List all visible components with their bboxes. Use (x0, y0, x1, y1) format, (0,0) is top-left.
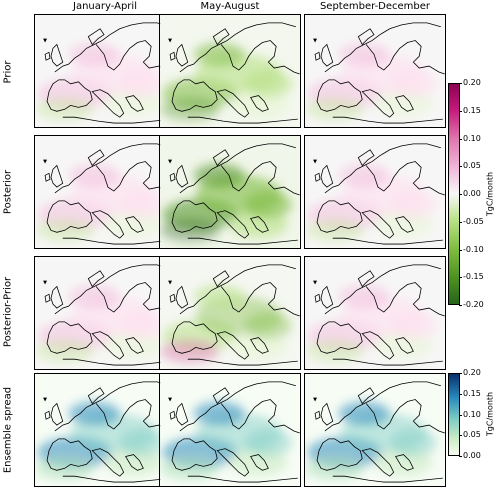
column-title-may-aug: May-August (200, 1, 260, 12)
colorbar-tick-label: 0.20 (463, 78, 481, 87)
colorbar-tick-label: 0.00 (463, 189, 481, 198)
map-panel-ensemble-spread-2 (159, 373, 301, 487)
colorbar-tick-label: 0.05 (463, 161, 481, 171)
row-label-posterior: Posterior (2, 169, 14, 215)
column-title-jan-apr: January-April (73, 1, 137, 12)
colorbar-tick-label: 0.10 (463, 133, 481, 143)
colorbar-tick-mark (459, 221, 462, 223)
row-label-prior: Prior (2, 60, 14, 84)
colorbar-tick-mark (459, 194, 462, 195)
map-panel-prior-2 (159, 14, 301, 128)
row-label-posterior-prior: Posterior-Prior (2, 276, 14, 348)
row-label-ensemble-spread: Ensemble spread (2, 386, 14, 474)
colorbar-tick-label: 0.15 (463, 388, 481, 398)
colorbar-tick-label: 0.10 (463, 409, 481, 419)
map-panel-posterior-1 (34, 135, 176, 249)
map-panel-posterior-prior-1 (34, 256, 176, 370)
map-panel-posterior-3 (304, 135, 446, 249)
map-panel-posterior-prior-3 (304, 256, 446, 370)
colorbar-tick-mark (459, 138, 462, 140)
colorbar-tick-mark (459, 83, 462, 84)
colorbar-tick-label: 0.15 (463, 105, 481, 115)
colorbar-tick-mark (459, 414, 462, 416)
colorbar-tick-mark (459, 277, 462, 279)
colorbar-tick-label: 0.00 (463, 451, 481, 460)
colorbar-tick-mark (459, 393, 462, 395)
map-panel-posterior-2 (159, 135, 301, 249)
column-title-sep-dec: September-December (319, 1, 431, 12)
colorbar-tick-mark (459, 435, 462, 437)
colorbar-tick-label: 0.05 (463, 430, 481, 440)
colorbar-tick-label: 0.20 (463, 368, 481, 377)
colorbar-tick-mark (459, 456, 462, 457)
colorbar-tick-mark (459, 166, 462, 168)
colorbar-tick-label: -0.10 (463, 244, 484, 254)
map-panel-ensemble-spread-1 (34, 373, 176, 487)
map-panel-ensemble-spread-3 (304, 373, 446, 487)
colorbar-tick-mark (459, 110, 462, 112)
colorbar-sequential-unit: TgC/month (485, 391, 495, 437)
colorbar-tick-mark (459, 305, 462, 306)
colorbar-tick-label: -0.05 (463, 216, 484, 226)
colorbar-tick-mark (459, 249, 462, 251)
map-panel-prior-1 (34, 14, 176, 128)
colorbar-tick-mark (459, 373, 462, 374)
map-panel-prior-3 (304, 14, 446, 128)
colorbar-tick-label: -0.15 (463, 272, 484, 282)
colorbar-diverging-unit: TgC/month (485, 171, 495, 217)
map-panel-posterior-prior-2 (159, 256, 301, 370)
colorbar-tick-label: -0.20 (463, 300, 484, 309)
